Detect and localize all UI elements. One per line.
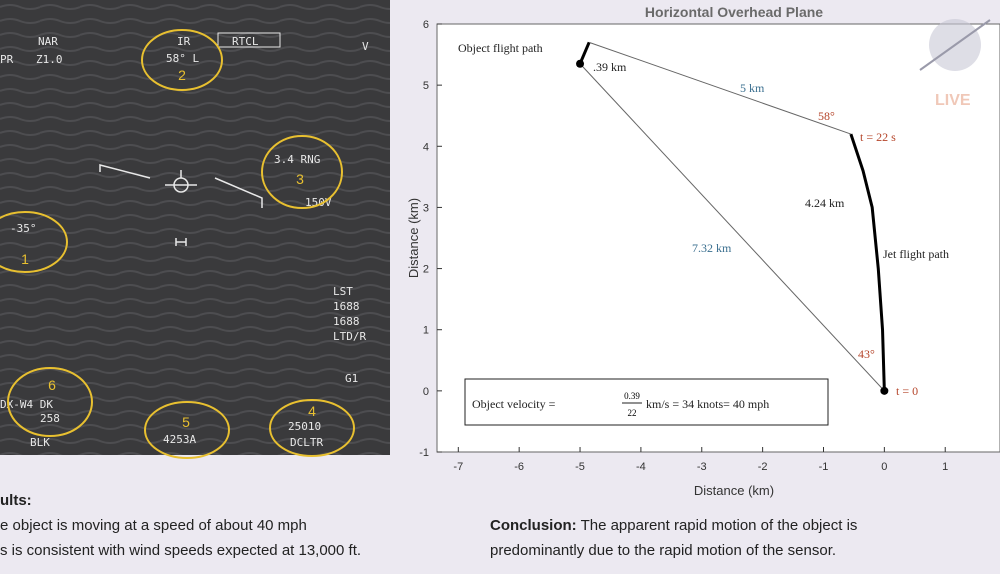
y-tick-label: 0 bbox=[423, 386, 429, 398]
x-tick-label: -6 bbox=[514, 461, 524, 473]
y-tick-label: 5 bbox=[423, 80, 429, 92]
x-tick-label: -5 bbox=[575, 461, 585, 473]
endpoint bbox=[880, 386, 889, 395]
x-tick-label: 1 bbox=[942, 461, 948, 473]
circle bbox=[269, 399, 355, 457]
hud-text: DCLTR bbox=[290, 436, 323, 449]
results-heading: ults: bbox=[0, 492, 32, 509]
y-tick-label: 2 bbox=[423, 264, 429, 276]
velocity-text: km/s = 34 knots= 40 mph bbox=[646, 397, 769, 411]
hud-mark bbox=[175, 170, 187, 246]
hud-text: LTD/R bbox=[333, 330, 366, 343]
annotation: t = 0 bbox=[896, 384, 918, 398]
y-axis-label: Distance (km) bbox=[406, 198, 421, 278]
x-tick-label: -1 bbox=[819, 461, 829, 473]
conclusion: Conclusion: The apparent rapid motion of… bbox=[490, 517, 857, 534]
conclusion-text: The apparent rapid motion of the object … bbox=[577, 517, 858, 534]
circle-number: 4 bbox=[308, 403, 316, 419]
annotation: 43° bbox=[858, 347, 875, 361]
hud-text: 4253A bbox=[163, 433, 196, 446]
velocity-box bbox=[464, 378, 829, 426]
hud-text: BLK bbox=[30, 436, 50, 449]
hud: NAR Z1.0 PR IR 58° L RTCL V 3.4 RNG 150V… bbox=[0, 29, 369, 459]
hud-text: NAR bbox=[38, 35, 58, 48]
x-tick-label: -7 bbox=[453, 461, 463, 473]
circle bbox=[144, 401, 230, 459]
circle-number: 1 bbox=[21, 251, 29, 267]
nasa-logo: LIVE bbox=[919, 19, 991, 109]
hud-text: IR bbox=[177, 35, 191, 48]
conclusion-text: predominantly due to the rapid motion of… bbox=[490, 542, 836, 559]
velocity-fraction: 22 bbox=[628, 408, 637, 418]
hud-text: V bbox=[362, 40, 369, 53]
velocity-text: Object velocity = bbox=[472, 397, 556, 411]
annotation: .39 km bbox=[593, 60, 627, 74]
circle-number: 6 bbox=[48, 377, 56, 393]
annotation: 5 km bbox=[740, 81, 765, 95]
hud-text: 150V bbox=[305, 196, 332, 209]
annotation: 58° bbox=[818, 109, 835, 123]
velocity-label: Object velocity = bbox=[472, 397, 556, 411]
x-axis-label: Distance (km) bbox=[694, 483, 774, 498]
hud-text: -35° bbox=[10, 222, 37, 235]
circle bbox=[261, 135, 343, 209]
highlight-circles bbox=[0, 29, 355, 459]
x-tick-label: -2 bbox=[758, 461, 768, 473]
y-tick-label: 3 bbox=[423, 202, 429, 214]
results-line: s is consistent with wind speeds expecte… bbox=[0, 542, 361, 559]
circle-number: 5 bbox=[182, 414, 190, 430]
chart-title: Horizontal Overhead Plane bbox=[645, 4, 823, 20]
hud-text: DX-W4 DK bbox=[0, 398, 53, 411]
velocity-fraction: 0.39 bbox=[624, 391, 640, 401]
logo-swoosh bbox=[919, 19, 991, 71]
y-tick-label: -1 bbox=[419, 447, 429, 459]
y-tick-label: 6 bbox=[423, 19, 429, 31]
series-line bbox=[588, 41, 852, 135]
circle bbox=[7, 367, 93, 437]
annotation: t = 22 s bbox=[860, 130, 896, 144]
hud-text: G1 bbox=[345, 372, 358, 385]
circle-number: 3 bbox=[296, 171, 304, 187]
annotation: 4.24 km bbox=[805, 196, 845, 210]
hud-text: LST bbox=[333, 285, 353, 298]
video-texture bbox=[0, 0, 390, 455]
annotation: 7.32 km bbox=[692, 241, 732, 255]
hud-text: 58° L bbox=[166, 52, 199, 65]
x-tick-label: -4 bbox=[636, 461, 646, 473]
hud-text: 3.4 RNG bbox=[274, 153, 320, 166]
circle bbox=[141, 29, 223, 91]
results-line: e object is moving at a speed of about 4… bbox=[0, 517, 307, 534]
annotation: Jet flight path bbox=[883, 247, 949, 261]
live-badge: LIVE bbox=[935, 92, 971, 109]
series-line bbox=[849, 133, 886, 391]
hud-text: 25010 bbox=[288, 420, 321, 433]
circle-number: 2 bbox=[178, 67, 186, 83]
hud-text: 1688 bbox=[333, 315, 360, 328]
annotation: Object flight path bbox=[458, 41, 543, 55]
hud-box bbox=[217, 32, 281, 48]
hud-text: 258 bbox=[40, 412, 60, 425]
hud-text: 1688 bbox=[333, 300, 360, 313]
circle bbox=[0, 211, 68, 273]
hud-text: PR bbox=[0, 53, 14, 66]
x-tick-label: -3 bbox=[697, 461, 707, 473]
conclusion-label: Conclusion: bbox=[490, 517, 577, 534]
hud-text: Z1.0 bbox=[36, 53, 63, 66]
hud-text: RTCL bbox=[232, 35, 259, 48]
x-tick-label: 0 bbox=[881, 461, 887, 473]
y-tick-label: 1 bbox=[423, 325, 429, 337]
reticle bbox=[99, 164, 263, 208]
endpoint bbox=[576, 59, 585, 68]
y-tick-label: 4 bbox=[423, 141, 429, 153]
series-line bbox=[579, 63, 885, 392]
